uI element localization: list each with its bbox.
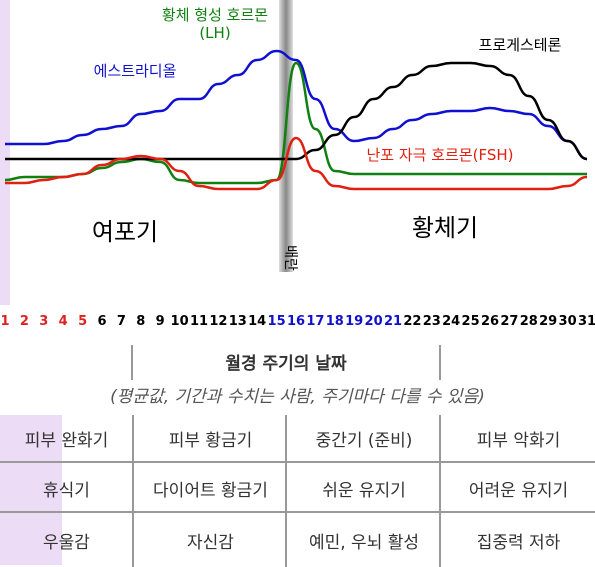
line xyxy=(5,61,588,161)
table-cell: 예민, 우뇌 활성 xyxy=(308,533,420,553)
x-tick-label: 27 xyxy=(500,314,518,329)
table-cell: 자신감 xyxy=(187,533,234,553)
highlight xyxy=(0,415,62,565)
x-tick-label: 3 xyxy=(39,314,48,329)
x-tick-label: 2 xyxy=(20,314,29,329)
table-lines xyxy=(0,345,595,567)
table-cell: 다이어트 황금기 xyxy=(153,480,268,501)
x-tick-label: 19 xyxy=(345,314,363,329)
x-tick-label: 15 xyxy=(268,314,286,329)
legend-label: 황체 형성 호르몬(LH) xyxy=(161,6,269,42)
ovulation-label: 배란 xyxy=(282,245,298,271)
x-tick-label: 8 xyxy=(136,314,145,329)
x-tick-label: 13 xyxy=(229,314,247,329)
x-tick-label: 9 xyxy=(156,314,165,329)
x-tick-label: 28 xyxy=(520,314,538,329)
table-cell: 중간기 (준비) xyxy=(315,430,413,451)
x-tick-label: 29 xyxy=(539,314,557,329)
x-tick-label: 31 xyxy=(578,314,595,329)
x-tick-label: 20 xyxy=(365,314,383,329)
phase-label: 여포기 xyxy=(92,218,158,246)
line xyxy=(4,61,587,185)
x-tick-label: 23 xyxy=(423,314,441,329)
x-tick-label: 18 xyxy=(326,314,344,329)
x-tick-label: 25 xyxy=(462,314,480,329)
x-tick-label: 5 xyxy=(78,314,87,329)
line xyxy=(5,136,588,191)
x-tick-label: 22 xyxy=(403,314,421,329)
table-cell: 집중력 저하 xyxy=(476,533,561,553)
table-cell: 피부 완화기 xyxy=(24,430,109,451)
x-tick-label: 26 xyxy=(481,314,499,329)
legend-label: 난포 자극 호르몬(FSH) xyxy=(366,146,514,164)
table-note: (평균값, 기간과 수치는 사람, 주기마다 다를 수 있음) xyxy=(110,386,485,407)
legend-label: 에스트라디올 xyxy=(93,62,177,80)
line xyxy=(5,49,588,161)
x-tick-label: 16 xyxy=(287,314,305,329)
x-tick-label: 1 xyxy=(0,314,9,329)
table-cell: 피부 황금기 xyxy=(168,430,253,451)
x-tick-label: 10 xyxy=(171,314,189,329)
table-cell: 우울감 xyxy=(43,533,90,553)
table-title: 월경 주기의 날짜 xyxy=(225,353,347,374)
legend-label: 프로게스테론 xyxy=(478,36,562,54)
x-tick-label: 30 xyxy=(559,314,577,329)
x-tick-label: 17 xyxy=(306,314,324,329)
table-cell: 쉬운 유지기 xyxy=(322,480,406,501)
table-cell: 휴식기 xyxy=(43,480,90,501)
x-tick-label: 21 xyxy=(384,314,402,329)
table-cell: 어려운 유지기 xyxy=(468,480,569,501)
x-tick-label: 11 xyxy=(190,314,208,329)
menstruation-band xyxy=(0,0,10,305)
x-tick-label: 14 xyxy=(248,314,266,329)
x-tick-label: 24 xyxy=(442,314,460,329)
x-tick-label: 6 xyxy=(97,314,106,329)
x-tick-label: 4 xyxy=(59,314,68,329)
x-tick-label: 12 xyxy=(209,314,227,329)
table-cell: 피부 악화기 xyxy=(476,430,561,451)
phase-label: 황체기 xyxy=(412,214,478,242)
x-tick-label: 7 xyxy=(117,314,126,329)
